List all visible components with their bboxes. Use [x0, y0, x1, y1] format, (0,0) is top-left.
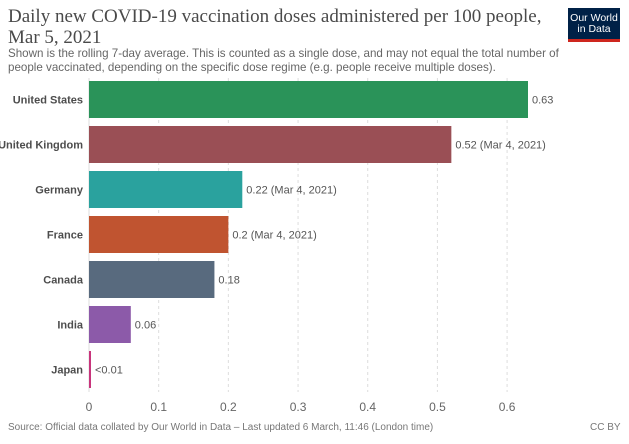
category-label[interactable]: France — [47, 230, 83, 242]
logo-line-2: in Data — [577, 23, 611, 35]
chart-title: Daily new COVID-19 vaccination doses adm… — [8, 6, 542, 48]
x-tick-label: 0.1 — [150, 400, 167, 414]
x-axis-ticks: 0 0.1 0.2 0.3 0.4 0.5 0.6 — [86, 400, 516, 414]
value-label: 0.2 (Mar 4, 2021) — [232, 230, 316, 242]
x-tick-label: 0 — [86, 400, 93, 414]
x-tick-label: 0.6 — [499, 400, 516, 414]
value-label: 0.18 — [218, 275, 239, 287]
bar[interactable] — [89, 171, 243, 208]
license-text: CC BY — [590, 422, 621, 433]
value-label: <0.01 — [95, 365, 123, 377]
x-tick-label: 0.4 — [359, 400, 376, 414]
logo-accent-bar — [568, 39, 620, 42]
category-labels: United States United Kingdom Germany France… — [0, 95, 84, 377]
bar[interactable] — [89, 216, 229, 253]
value-label: 0.22 (Mar 4, 2021) — [246, 185, 336, 197]
category-label[interactable]: Germany — [35, 185, 84, 197]
value-label: 0.52 (Mar 4, 2021) — [455, 140, 546, 152]
category-label[interactable]: United States — [13, 95, 83, 107]
x-tick-label: 0.2 — [220, 400, 237, 414]
category-label[interactable]: United Kingdom — [0, 140, 83, 152]
bar[interactable] — [89, 261, 215, 298]
license-link[interactable]: CC BY — [590, 422, 621, 433]
category-label[interactable]: Canada — [43, 275, 84, 287]
logo-line-1: Our World — [570, 12, 618, 24]
category-label[interactable]: India — [57, 320, 84, 332]
x-tick-label: 0.3 — [290, 400, 307, 414]
value-labels: 0.63 0.52 (Mar 4, 2021) 0.22 (Mar 4, 2021)… — [95, 95, 553, 377]
chart-subtitle: Shown is the rolling 7-day average. This… — [8, 47, 559, 74]
source-text: Source: Official data collated by Our Wo… — [8, 422, 434, 433]
source-note: Source: Official data collated by Our Wo… — [8, 422, 433, 433]
category-label[interactable]: Japan — [51, 365, 83, 377]
bars — [89, 81, 528, 388]
x-tick-label: 0.5 — [429, 400, 446, 414]
bar[interactable] — [89, 351, 91, 388]
owid-logo[interactable]: Our World in Data — [568, 8, 620, 42]
value-label: 0.63 — [532, 95, 553, 107]
bar[interactable] — [89, 81, 528, 118]
value-label: 0.06 — [135, 320, 156, 332]
bar[interactable] — [89, 306, 131, 343]
bar[interactable] — [89, 126, 452, 163]
